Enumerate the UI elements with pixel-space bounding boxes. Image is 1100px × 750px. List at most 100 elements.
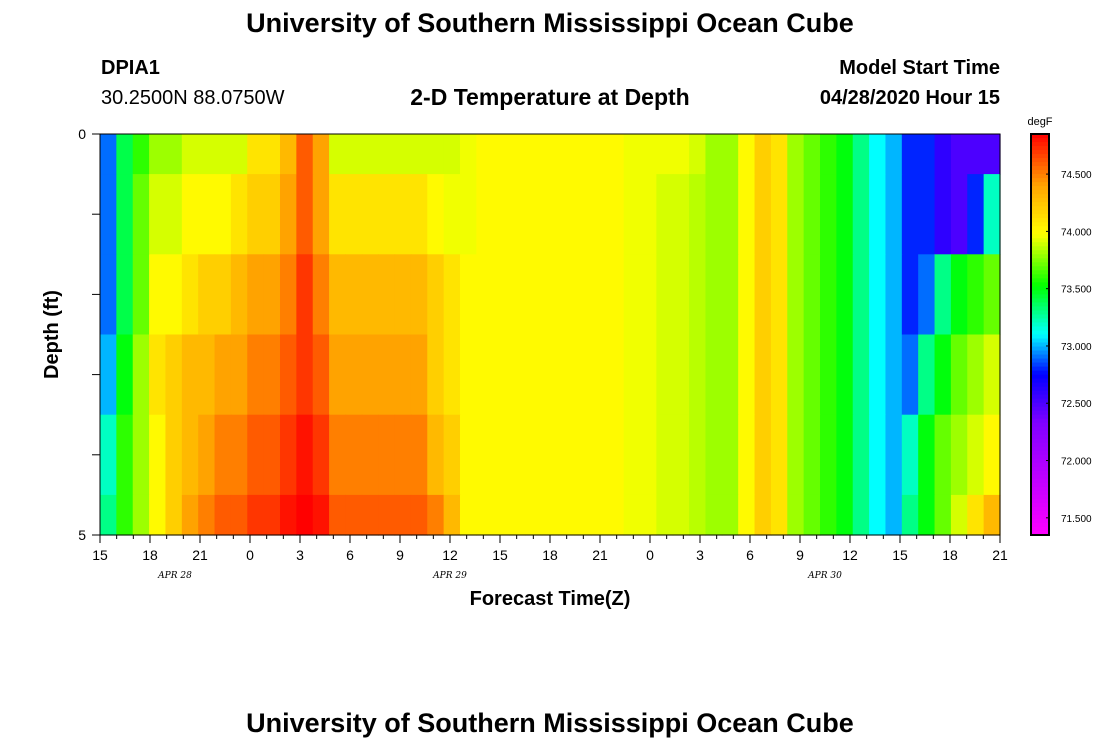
heatmap-cell (721, 254, 739, 336)
colorbar-segment (1031, 142, 1049, 147)
heatmap-cell (345, 254, 363, 336)
heatmap-cell (181, 134, 199, 175)
heatmap-cell (476, 254, 494, 336)
colorbar-segment (1031, 254, 1049, 259)
colorbar-segment (1031, 514, 1049, 520)
heatmap-cell (230, 414, 248, 496)
colorbar-segment (1031, 298, 1049, 304)
model-start-value: 04/28/2020 Hour 15 (819, 87, 1000, 109)
heatmap-cell (443, 334, 461, 416)
heatmap-cell (230, 334, 248, 416)
heatmap-cell (492, 494, 510, 536)
heatmap-cell (901, 414, 919, 496)
heatmap-cell (149, 254, 167, 336)
heatmap-cell (345, 134, 363, 175)
heatmap-cell (820, 334, 837, 416)
heatmap-cell (738, 494, 756, 536)
heatmap-cell (509, 334, 527, 416)
colorbar-segment (1031, 190, 1049, 195)
heatmap-cell (934, 254, 952, 336)
colorbar-segment (1031, 322, 1049, 328)
colorbar-segment (1031, 238, 1049, 243)
heatmap-cell (116, 134, 134, 175)
heatmap-cell (394, 174, 412, 255)
colorbar-segment (1031, 510, 1049, 516)
heatmap-cell (770, 254, 788, 336)
heatmap-cell (934, 174, 952, 255)
heatmap-cell (410, 254, 428, 336)
heatmap-cell (181, 254, 199, 336)
colorbar-segment (1031, 358, 1049, 364)
colorbar-segment (1031, 214, 1049, 219)
heatmap-cell (640, 174, 657, 255)
heatmap-cell (640, 414, 657, 496)
heatmap-cell (214, 254, 232, 336)
heatmap-cell (247, 254, 265, 336)
colorbar-segment (1031, 354, 1049, 360)
heatmap-cell (918, 414, 936, 496)
heatmap-cell (345, 494, 363, 536)
heatmap-cell (656, 494, 674, 536)
heatmap-cell (509, 414, 527, 496)
heatmap-cell (590, 134, 608, 175)
colorbar-segment (1031, 454, 1049, 460)
heatmap-cell (509, 174, 527, 255)
heatmap-cell (427, 254, 445, 336)
colorbar-segment (1031, 282, 1049, 287)
heatmap-cell (394, 494, 412, 536)
heatmap-cell (869, 254, 887, 336)
heatmap-cell (607, 494, 625, 536)
heatmap-cell (198, 134, 216, 175)
heatmap-cell (378, 414, 396, 496)
heatmap-cell (885, 414, 903, 496)
heatmap-cell (672, 494, 690, 536)
heatmap-cell (803, 174, 821, 255)
x-tick-label: 9 (796, 547, 804, 563)
heatmap-cell (738, 174, 756, 255)
heatmap-cell (149, 494, 167, 536)
colorbar-segment (1031, 258, 1049, 263)
heatmap-cell (820, 134, 837, 175)
heatmap-cell (427, 134, 445, 175)
heatmap-cell (885, 334, 903, 416)
colorbar-segment (1031, 498, 1049, 504)
heatmap-cell (836, 334, 854, 416)
heatmap-cell (836, 254, 854, 336)
heatmap-cell (836, 494, 854, 536)
heatmap-cell (247, 334, 265, 416)
heatmap-cell (100, 174, 117, 255)
heatmap-cell (705, 334, 723, 416)
heatmap-cell (247, 494, 265, 536)
heatmap-cell (345, 174, 363, 255)
colorbar-segment (1031, 218, 1049, 223)
heatmap-cell (705, 414, 723, 496)
colorbar-tick-label: 74.000 (1061, 227, 1092, 238)
heatmap-cell (460, 134, 477, 175)
heatmap-cell (852, 494, 870, 536)
footer-title: University of Southern Mississippi Ocean… (246, 708, 854, 738)
heatmap-cell (312, 134, 330, 175)
date-label: APR 29 (432, 571, 467, 581)
colorbar-segment (1031, 438, 1049, 444)
heatmap-cell (918, 174, 936, 255)
colorbar-segment (1031, 278, 1049, 283)
heatmap-cell (443, 414, 461, 496)
y-axis-label: Depth (ft) (41, 290, 63, 379)
heatmap-cell (460, 494, 477, 536)
heatmap-cell (181, 414, 199, 496)
heatmap-cell (492, 134, 510, 175)
heatmap-cell (967, 174, 985, 255)
colorbar-segment (1031, 418, 1049, 424)
heatmap-cell (787, 254, 805, 336)
heatmap-cell (410, 494, 428, 536)
colorbar-segment (1031, 494, 1049, 500)
date-label: APR 30 (807, 571, 842, 581)
heatmap-cell (820, 494, 837, 536)
station-coords: 30.2500N 88.0750W (101, 87, 285, 109)
heatmap-cell (558, 334, 576, 416)
heatmap-cell (983, 334, 1001, 416)
heatmap-cell (132, 134, 150, 175)
colorbar-tick-label: 74.500 (1061, 170, 1092, 181)
colorbar-segment (1031, 374, 1049, 380)
heatmap-cell (165, 174, 183, 255)
